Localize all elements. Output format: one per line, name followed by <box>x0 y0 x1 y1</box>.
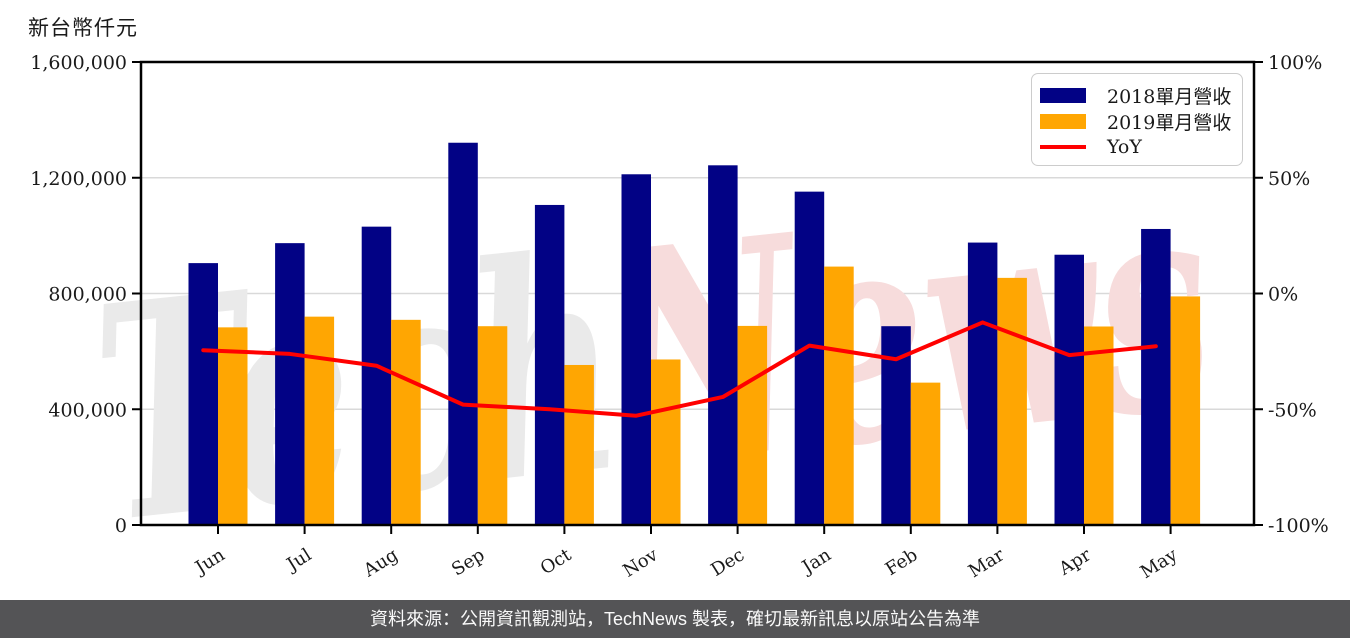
bar-2018-nov <box>621 174 651 525</box>
bar-2018-jan <box>794 191 825 525</box>
bar-2018-may <box>1141 228 1171 526</box>
bar-2019-oct <box>564 364 594 525</box>
legend-label-2019: 2019單月營收 <box>1107 111 1232 134</box>
bar-2019-aug <box>391 319 421 525</box>
source-attribution-bar: 資料來源：公開資訊觀測站，TechNews 製表，確切最新訊息以原站公告為準 <box>0 600 1350 638</box>
left-tick-label: 400,000 <box>48 399 127 421</box>
x-tick-label-mar: Mar <box>965 544 1008 582</box>
y-axis-unit-label: 新台幣仟元 <box>28 16 138 40</box>
legend-swatch-yoy <box>1040 144 1086 149</box>
left-tick-label: 1,200,000 <box>30 168 127 190</box>
bar-2019-jul <box>304 316 335 525</box>
right-tick-label: -100% <box>1268 515 1329 537</box>
legend-label-2018: 2018單月營收 <box>1107 86 1232 108</box>
legend-item-2018: 2018單月營收 <box>1040 83 1232 108</box>
legend-item-yoy: YoY <box>1040 134 1232 159</box>
bar-2019-sep <box>477 326 508 525</box>
bar-2019-nov <box>651 359 681 525</box>
left-tick-label: 1,600,000 <box>30 52 127 74</box>
yoy-line <box>201 320 1158 418</box>
bar-2019-dec <box>737 325 768 525</box>
x-tick-label-apr: Apr <box>1055 544 1095 580</box>
bar-2018-jul <box>275 243 305 525</box>
bar-2019-jun <box>218 327 248 525</box>
bar-2018-oct <box>534 204 565 526</box>
bar-2018-jun <box>188 263 218 525</box>
legend-item-2019: 2019單月營收 <box>1040 109 1232 134</box>
bar-2019-may <box>1170 296 1201 525</box>
x-tick-label-nov: Nov <box>619 544 662 582</box>
bar-2018-sep <box>448 142 478 525</box>
chart-legend: 2018單月營收 2019單月營收 YoY <box>1031 73 1243 166</box>
x-tick-label-may: May <box>1137 544 1182 583</box>
bar-2019-apr <box>1084 326 1114 525</box>
bar-2018-mar <box>967 242 998 525</box>
left-tick-label: 800,000 <box>48 284 127 306</box>
right-tick-label: -50% <box>1268 399 1317 421</box>
x-tick-label-oct: Oct <box>537 544 576 579</box>
right-tick-label: 50% <box>1268 168 1310 190</box>
x-tick-label-dec: Dec <box>707 544 748 580</box>
bar-2019-mar <box>997 277 1027 525</box>
bar-2019-feb <box>910 382 941 525</box>
revenue-yoy-chart: TechNews0400,000800,0001,200,0001,600,00… <box>30 52 1329 589</box>
legend-swatch-2018 <box>1040 88 1086 103</box>
bar-2018-dec <box>708 165 738 525</box>
legend-swatch-2019 <box>1040 113 1086 129</box>
right-tick-label: 100% <box>1268 52 1322 74</box>
bar-2018-apr <box>1054 254 1084 525</box>
legend-label-yoy: YoY <box>1107 135 1142 158</box>
x-tick-label-jan: Jan <box>797 544 835 579</box>
bar-2018-aug <box>361 226 392 526</box>
left-tick-label: 0 <box>115 515 127 537</box>
bar-2019-jan <box>824 266 854 525</box>
right-tick-label: 0% <box>1268 284 1298 306</box>
x-tick-label-feb: Feb <box>882 544 922 580</box>
